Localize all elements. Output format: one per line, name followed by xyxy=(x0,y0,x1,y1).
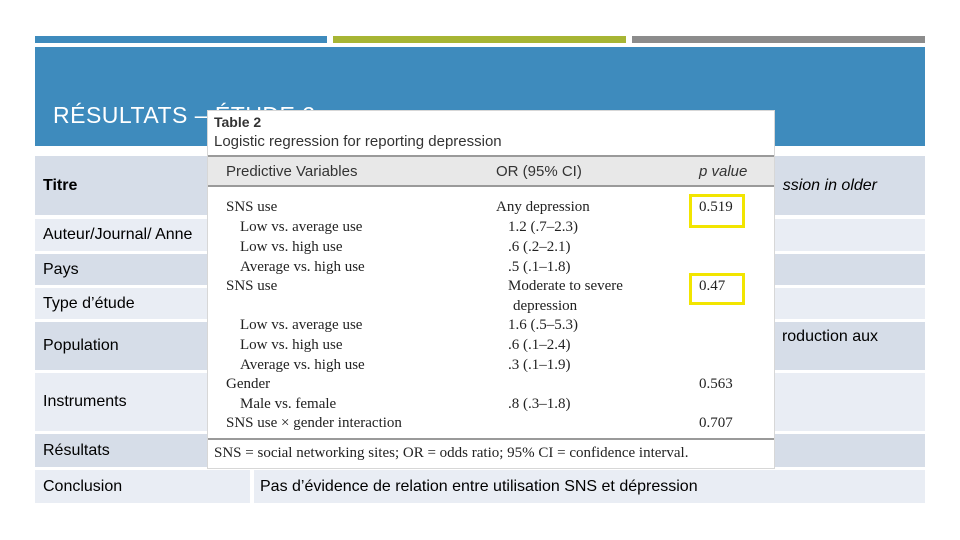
table2-or: 1.2 (.7–2.3) xyxy=(508,219,578,235)
table2-header-rule xyxy=(208,185,774,187)
table2-or: Any depression xyxy=(496,199,590,215)
table2-variable: Low vs. average use xyxy=(240,219,363,235)
table2-variable: Low vs. average use xyxy=(240,317,363,333)
accent-bar-gray xyxy=(632,36,925,43)
table2-label: Table 2 xyxy=(214,114,262,130)
table2-variable: Average vs. high use xyxy=(240,259,365,275)
table2-row: Average vs. high use .3 (.1–1.9) xyxy=(208,357,774,377)
table2-or: 1.6 (.5–5.3) xyxy=(508,317,578,333)
table2-header-or: OR (95% CI) xyxy=(496,163,582,180)
table2-header-p: p value xyxy=(699,163,748,180)
table2-row: Low vs. average use 1.2 (.7–2.3) xyxy=(208,219,774,239)
table2-row: Male vs. female .8 (.3–1.8) xyxy=(208,396,774,416)
table2-p-value: 0.563 xyxy=(699,376,733,392)
highlight-box xyxy=(689,194,745,228)
table2-row: Low vs. average use 1.6 (.5–5.3) xyxy=(208,317,774,337)
table2-or: .8 (.3–1.8) xyxy=(508,396,571,412)
table2-variable: SNS use × gender interaction xyxy=(226,415,402,431)
table2-row: Low vs. high use .6 (.1–2.4) xyxy=(208,337,774,357)
table2-or: .3 (.1–1.9) xyxy=(508,357,571,373)
table2-variable: Low vs. high use xyxy=(240,337,343,353)
table2-variable: SNS use xyxy=(226,199,278,215)
table2-top-rule xyxy=(208,155,774,158)
property-row: Conclusion Pas d’évidence de relation ent… xyxy=(35,470,925,503)
table2-p-value: 0.519 xyxy=(699,199,733,215)
property-value: Pas d’évidence de relation entre utilisa… xyxy=(254,470,925,503)
table2-bottom-rule xyxy=(208,438,774,440)
table2-header-variable: Predictive Variables xyxy=(226,163,358,180)
table2-variable: Gender xyxy=(226,376,271,392)
table2-or: .6 (.2–2.1) xyxy=(508,239,571,255)
table2-row: Low vs. high use .6 (.2–2.1) xyxy=(208,239,774,259)
accent-bar-blue xyxy=(35,36,327,43)
table2-row: depression xyxy=(208,298,774,318)
highlight-box xyxy=(689,273,745,305)
table2-variable: SNS use xyxy=(226,278,278,294)
table2-row: SNS use × gender interaction 0.707 xyxy=(208,415,774,435)
accent-bar-green xyxy=(333,36,626,43)
table2-row: SNS use Any depression 0.519 xyxy=(208,199,774,219)
table2-caption: Logistic regression for reporting depres… xyxy=(214,133,502,150)
table2-or: .5 (.1–1.8) xyxy=(508,259,571,275)
table2-variable: Low vs. high use xyxy=(240,239,343,255)
table2-or: depression xyxy=(513,298,578,314)
table2-p-value: 0.707 xyxy=(699,415,733,431)
table2-header-row: Predictive Variables OR (95% CI) p value xyxy=(208,157,774,185)
property-label: Conclusion xyxy=(35,470,250,503)
table2-row: SNS use Moderate to severe 0.47 xyxy=(208,278,774,298)
table2-or: Moderate to severe xyxy=(508,278,623,294)
table2-variable: Average vs. high use xyxy=(240,357,365,373)
table2-row: Gender 0.563 xyxy=(208,376,774,396)
table2-or: .6 (.1–2.4) xyxy=(508,337,571,353)
table2-footnote: SNS = social networking sites; OR = odds… xyxy=(214,445,689,461)
table2-figure: Table 2 Logistic regression for reportin… xyxy=(207,110,775,469)
table2-row: Average vs. high use .5 (.1–1.8) xyxy=(208,259,774,279)
table2-p-value: 0.47 xyxy=(699,278,726,294)
table2-variable: Male vs. female xyxy=(240,396,337,412)
